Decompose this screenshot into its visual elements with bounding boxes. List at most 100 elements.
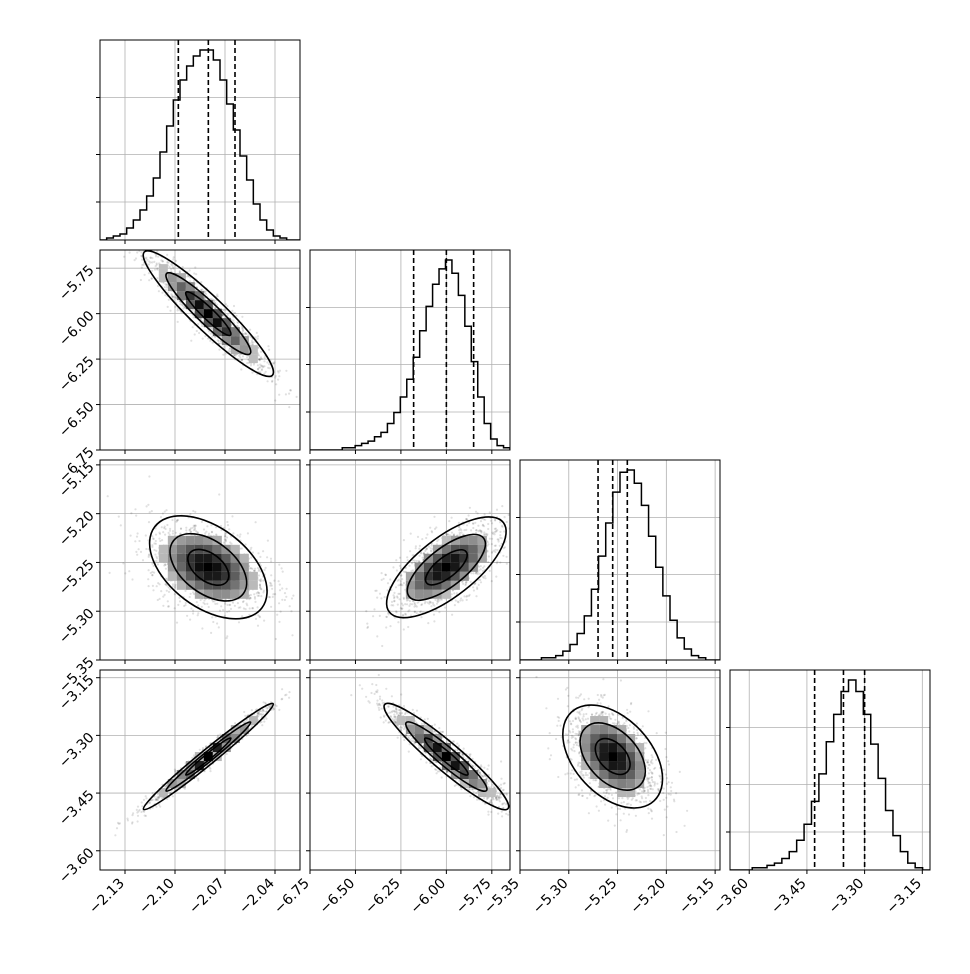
scatter-point [392,566,394,568]
scatter-point [134,248,136,250]
scatter-point [389,625,391,627]
scatter-point [376,597,378,599]
scatter-point [259,556,261,558]
panel-2-0: −5.35−5.30−5.25−5.20−5.15 [56,459,308,696]
scatter-point [479,579,481,581]
scatter-point [275,383,277,385]
scatter-point [177,321,179,323]
scatter-point [130,535,132,537]
scatter-point [156,585,158,587]
scatter-point [463,595,465,597]
scatter-point [137,820,139,822]
histogram-1 [310,260,510,450]
scatter-point [451,614,453,616]
scatter-point [379,615,381,617]
scatter-point [389,578,391,580]
scatter-point [484,577,486,579]
scatter-point [458,522,460,524]
scatter-point [186,615,188,617]
scatter-point [491,580,493,582]
scatter-point [285,370,287,372]
scatter-point [165,509,167,511]
scatter-point [266,556,268,558]
scatter-point [136,554,138,556]
scatter-point [264,569,266,571]
scatter-point [200,281,202,283]
scatter-point [166,254,168,256]
scatter-point [426,533,428,535]
scatter-point [135,257,137,259]
scatter-point [475,511,477,513]
scatter-point [419,545,421,547]
panel-content-0-0 [100,40,300,240]
scatter-point [107,495,109,497]
histogram-2 [520,470,720,660]
scatter-point [257,625,259,627]
scatter-point [406,556,408,558]
scatter-point [147,504,149,506]
ytick-label-1-3: −6.00 [56,308,98,350]
scatter-point [537,549,539,551]
scatter-point [227,524,229,526]
scatter-point [177,604,179,606]
scatter-point [140,279,142,281]
scatter-point [387,582,389,584]
scatter-point [291,597,293,599]
scatter-point [290,610,292,612]
panel-content-2-0 [107,475,308,640]
scatter-point [144,274,146,276]
scatter-point [195,273,197,275]
panel-3-0: −2.13−2.10−2.07−2.04−3.60−3.45−3.30−3.15 [56,669,316,917]
scatter-point [257,338,259,340]
scatter-point [270,606,272,608]
scatter-point [146,505,148,507]
scatter-point [476,588,478,590]
scatter-point [468,595,470,597]
scatter-point [381,645,383,647]
scatter-point [501,505,503,507]
scatter-point [278,621,280,623]
scatter-point [148,475,150,477]
scatter-point [145,795,147,797]
scatter-point [128,570,130,572]
scatter-point [267,345,269,347]
scatter-point [136,251,138,253]
scatter-point [516,506,518,508]
scatter-point [403,539,405,541]
scatter-point [288,406,290,408]
scatter-point [158,290,160,292]
scatter-point [388,613,390,615]
scatter-point [190,607,192,609]
scatter-point [457,601,459,603]
scatter-point [366,627,368,629]
scatter-point [289,605,291,607]
scatter-point [194,266,196,268]
scatter-point [429,527,431,529]
scatter-point [238,621,240,623]
scatter-point [515,508,517,510]
scatter-point [255,521,257,523]
scatter-point [131,578,133,580]
scatter-point [400,567,402,569]
scatter-point [515,542,517,544]
scatter-point [372,615,374,617]
scatter-point [262,550,264,552]
scatter-point [216,622,218,624]
scatter-point [143,811,145,813]
scatter-point [233,305,235,307]
scatter-point [273,580,275,582]
scatter-point [145,242,147,244]
scatter-point [240,368,242,370]
scatter-point [511,557,513,559]
ytick-label-1-2: −6.25 [56,353,98,395]
scatter-point [381,572,383,574]
scatter-point [147,246,149,248]
scatter-point [263,620,265,622]
panel-2-2 [516,460,720,664]
scatter-point [496,509,498,511]
scatter-point [136,536,138,538]
scatter-point [296,396,298,398]
scatter-point [417,536,419,538]
scatter-point [395,559,397,561]
scatter-point [433,516,435,518]
